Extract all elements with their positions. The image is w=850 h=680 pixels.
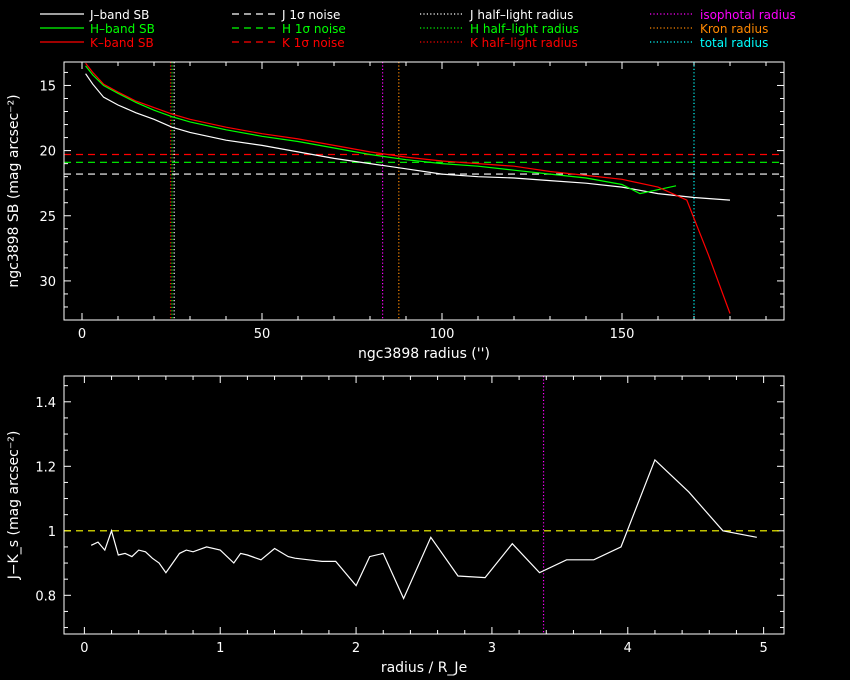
reference-lines <box>64 376 784 634</box>
surface-brightness-panel: 0 50 100 150 15 20 25 30 ngc3898 radius ('') ngc3… <box>6 61 785 362</box>
y-tick-label-30: 30 <box>39 275 56 290</box>
series <box>85 62 731 314</box>
series-line-h-band-sb <box>85 65 677 195</box>
legend-label-k-band-sb: K–band SB <box>90 36 154 50</box>
x-tick-label-0: 0 <box>78 327 86 342</box>
axis-ticks <box>64 376 784 634</box>
x-tick-label-5: 5 <box>759 641 767 656</box>
axis-ticks <box>64 62 784 321</box>
x-tick-label-3: 3 <box>488 641 496 656</box>
y-tick-label-1-4: 1.4 <box>35 396 56 411</box>
legend-label-h-band-sb: H–band SB <box>90 22 155 36</box>
y-tick-label-1: 1 <box>48 525 56 540</box>
series-line-k-band-sb <box>85 62 731 314</box>
x-tick-label-100: 100 <box>430 327 455 342</box>
legend-label-k-half-light-radius: K half–light radius <box>470 36 578 50</box>
series-line-j-band-sb <box>85 73 731 201</box>
y-tick-label-15: 15 <box>39 79 56 94</box>
x-tick-label-2: 2 <box>352 641 360 656</box>
x-tick-label-50: 50 <box>254 327 271 342</box>
reference-lines <box>64 62 784 320</box>
y-axis-label: ngc3898 SB (mag arcsec⁻²) <box>6 94 22 287</box>
x-axis-label: ngc3898 radius ('') <box>358 346 490 362</box>
legend-label-j-half-light-radius: J half–light radius <box>469 8 573 22</box>
legend-label-j-band-sb: J–band SB <box>89 8 149 22</box>
legend-label-kron-radius: Kron radius <box>700 22 768 36</box>
x-tick-label-4: 4 <box>624 641 632 656</box>
legend-label-total-radius: total radius <box>700 36 768 50</box>
legend-label-isophotal-radius: isophotal radius <box>700 8 796 22</box>
legend-label-j-1-noise: J 1σ noise <box>281 8 340 22</box>
y-axis-label: J−K_s (mag arcsec⁻²) <box>6 431 22 581</box>
color-profile-panel: 0 1 2 3 4 5 0.8 1 1.2 1.4 radius / R_Je J−K_s (mag … <box>6 375 785 676</box>
x-tick-label-0: 0 <box>80 641 88 656</box>
x-axis-label: radius / R_Je <box>381 660 467 676</box>
legend-label-h-half-light-radius: H half–light radius <box>470 22 579 36</box>
plot-frame <box>63 61 785 321</box>
y-tick-label-1-2: 1.2 <box>35 460 56 475</box>
x-tick-label-150: 150 <box>610 327 635 342</box>
y-tick-label-25: 25 <box>39 210 56 225</box>
legend-label-h-1-noise: H 1σ noise <box>282 22 346 36</box>
series-line-j-ks <box>90 458 757 600</box>
legend-label-k-1-noise: K 1σ noise <box>282 36 345 50</box>
series <box>90 458 757 600</box>
plot-frame <box>63 375 785 635</box>
x-tick-label-1: 1 <box>216 641 224 656</box>
y-tick-label-0-8: 0.8 <box>35 589 56 604</box>
y-tick-label-20: 20 <box>39 145 56 160</box>
